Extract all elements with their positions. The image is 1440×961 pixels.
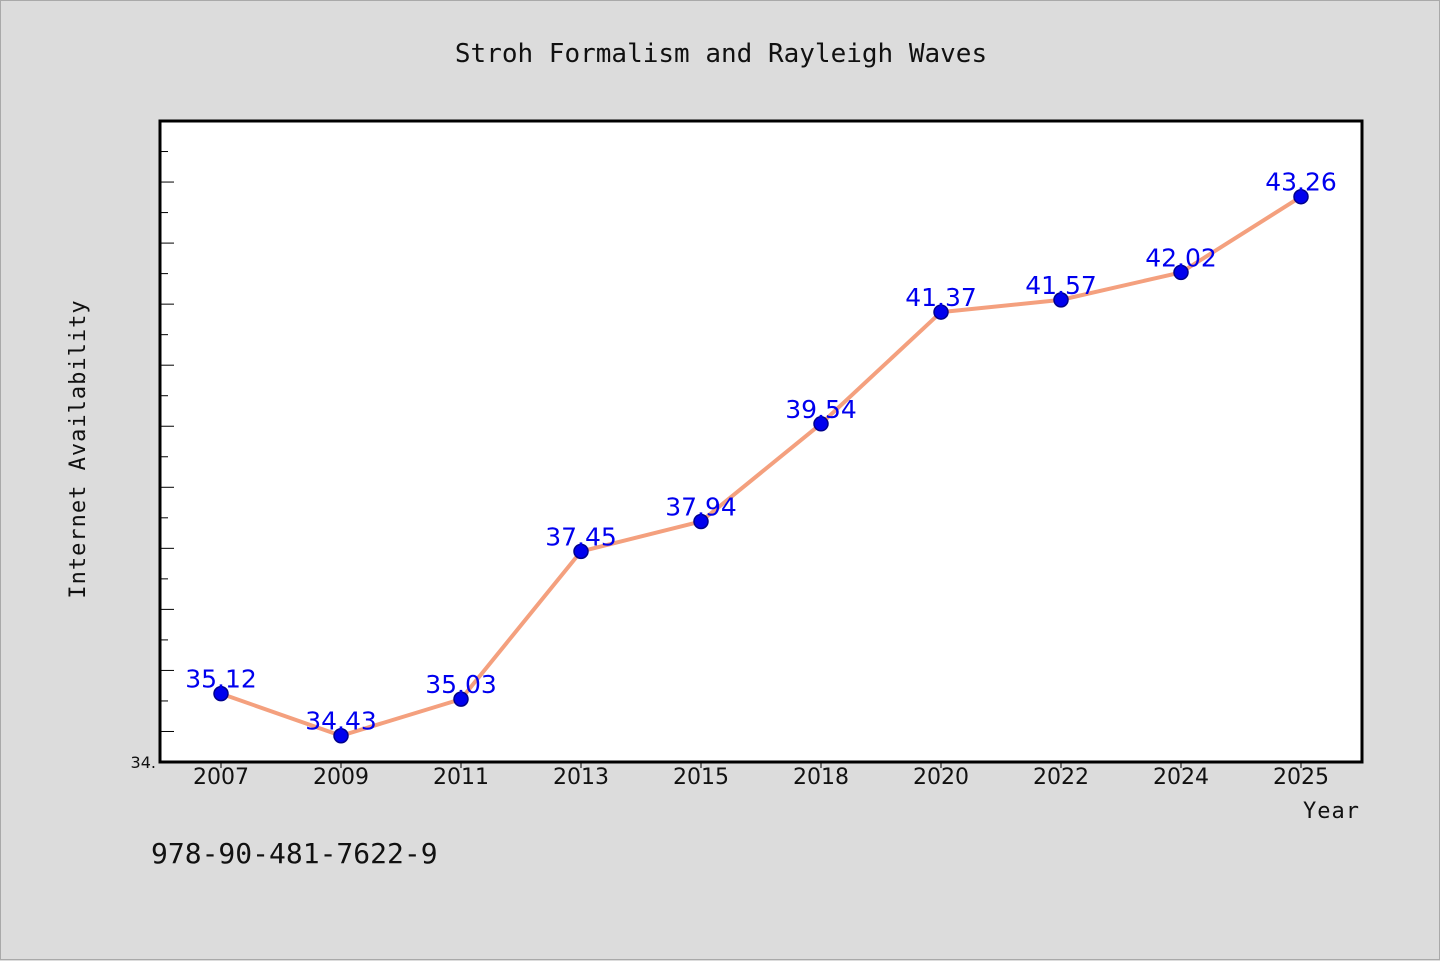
data-point [813,416,829,432]
chart-title: Stroh Formalism and Rayleigh Waves [455,39,987,69]
data-label: 41.37 [905,283,977,312]
x-tick-label: 2022 [1033,765,1089,790]
series-line [219,194,1303,738]
y-axis-ticks [160,120,174,763]
data-point [933,304,949,320]
plot-area [158,119,1364,764]
data-point [693,513,709,530]
x-tick-label: 2020 [913,765,969,790]
x-axis-label: Year [1303,799,1360,824]
data-label: 34.43 [305,707,377,736]
data-label: 37.45 [545,522,617,551]
data-label: 41.57 [1025,271,1097,300]
isbn-text: 978-90-481-7622-9 [151,837,438,870]
y-tick-label: 34. [131,753,156,772]
data-label: 35.03 [425,670,497,699]
x-tick-label: 2018 [793,765,849,790]
x-tick-label: 2025 [1273,765,1329,790]
x-tick-label: 2015 [673,765,729,790]
data-label: 42.02 [1145,243,1217,272]
data-label: 37.94 [665,492,737,521]
x-tick-label: 2013 [553,765,609,790]
data-point [1053,292,1069,308]
data-point [1293,188,1309,205]
data-label: 43.26 [1265,168,1337,197]
data-point [453,691,469,707]
data-label: 39.54 [785,395,857,424]
x-tick-label: 2009 [313,765,369,790]
x-tick-label: 2007 [193,765,249,790]
data-label: 35.12 [185,665,257,694]
x-tick-label: 2024 [1153,765,1209,790]
data-point [333,727,349,744]
x-tick-label: 2011 [433,765,489,790]
series-internet-availability: 35.12 34.43 35.03 37.45 37.94 39.54 41.37 41.57… [185,168,1337,744]
y-axis-label: Internet Availability [66,299,91,598]
data-point [213,685,229,702]
data-point [1173,264,1189,281]
x-axis-ticks: 2007 2009 2011 2013 2015 2018 2020 2022 2024 2025 [193,762,1329,790]
data-point [573,543,589,560]
